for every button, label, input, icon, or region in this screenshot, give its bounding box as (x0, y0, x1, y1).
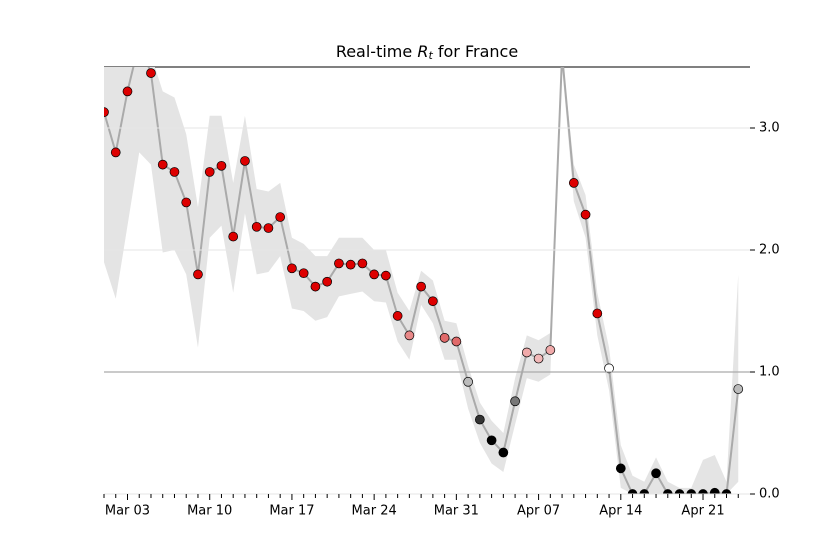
rt-point (204, 167, 215, 177)
rt-point (345, 259, 356, 270)
rt-point (639, 489, 650, 494)
x-tick-label: Mar 03 (105, 504, 150, 519)
rt-point (381, 270, 391, 281)
rt-point (545, 345, 556, 355)
rt-point (310, 281, 321, 292)
rt-point (298, 268, 309, 279)
rt-point (592, 308, 603, 319)
rt-point (240, 156, 250, 166)
rt-point (228, 231, 239, 242)
rt-point (698, 489, 708, 494)
x-tick-label: Apr 14 (599, 504, 642, 519)
rt-point (357, 258, 368, 269)
chart-title: Real-time Rt for France (336, 42, 518, 65)
rt-point (251, 221, 262, 232)
rt-point (627, 489, 638, 494)
y-tick-label: 2.0 (759, 243, 780, 258)
rt-point (263, 223, 274, 233)
rt-point (334, 258, 344, 269)
rt-point (451, 336, 462, 347)
x-tick-label: Mar 10 (187, 504, 232, 519)
x-tick-label: Apr 07 (517, 504, 560, 519)
title-symbol: R (417, 42, 428, 61)
rt-point (568, 178, 579, 188)
rt-point (110, 147, 121, 158)
y-tick-label: 0.0 (759, 487, 780, 502)
rt-point (486, 435, 497, 446)
title-prefix: Real-time (336, 42, 412, 61)
x-tick-label: Mar 24 (352, 504, 397, 519)
rt-point (721, 489, 732, 494)
rt-point (122, 86, 133, 97)
rt-point (604, 363, 614, 374)
title-suffix: for France (438, 42, 518, 61)
confidence-band (104, 67, 739, 494)
rt-point (287, 263, 297, 274)
rt-point (369, 269, 379, 280)
y-tick-label: 1.0 (759, 365, 780, 380)
rt-point (275, 212, 286, 222)
rt-point (157, 159, 168, 170)
rt-point (558, 50, 567, 59)
rt-point (104, 107, 109, 117)
plot-area (104, 38, 744, 494)
rt-point (662, 489, 673, 494)
x-tick-label: Apr 21 (681, 504, 724, 519)
rt-point (709, 487, 720, 494)
rt-point (216, 160, 227, 171)
y-tick-label: 3.0 (759, 121, 780, 136)
rt-point (521, 347, 532, 358)
rt-point (733, 384, 744, 394)
rt-point (428, 296, 438, 307)
rt-point (463, 376, 473, 387)
rt-point (651, 468, 661, 479)
rt-point (533, 353, 544, 364)
rt-point (498, 447, 509, 458)
title-subscript: t (428, 49, 433, 62)
rt-point (169, 167, 180, 177)
x-tick-label: Mar 17 (269, 504, 314, 519)
rt-point (392, 311, 403, 321)
rt-point (439, 332, 450, 343)
rt-point (510, 396, 520, 407)
rt-point (404, 330, 415, 341)
rt-point (674, 489, 685, 494)
rt-line (104, 67, 740, 494)
rt-point (416, 281, 426, 292)
rt-point (686, 489, 697, 494)
rt-point (580, 209, 591, 220)
x-tick-label: Mar 31 (434, 504, 479, 519)
rt-point (193, 269, 203, 280)
rt-point (135, 38, 144, 47)
rt-point (615, 463, 626, 474)
rt-point (322, 276, 333, 287)
rt-point (146, 68, 156, 78)
rt-point (181, 197, 192, 208)
rt-point (475, 414, 485, 425)
